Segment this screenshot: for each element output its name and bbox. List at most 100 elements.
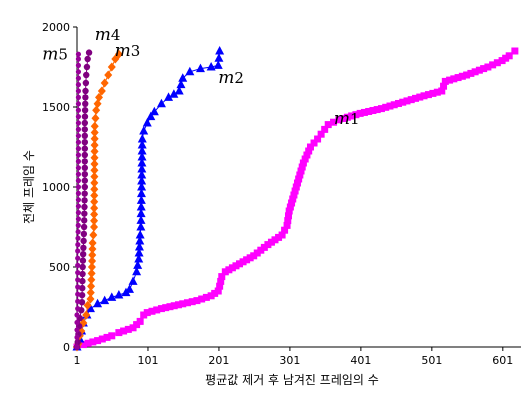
data-point-m4 [74,339,81,346]
data-point-m1 [299,159,307,167]
series-m3 [73,49,123,352]
data-point-m4 [82,94,89,101]
data-point-m3 [90,153,99,163]
data-point-m3 [89,230,98,240]
data-point-m3 [83,300,92,310]
y-tick-label: 0 [63,341,70,354]
data-point-m1 [489,61,497,69]
data-point-m4 [84,55,91,63]
data-point-m4 [82,100,89,108]
data-point-m1 [243,256,251,264]
data-point-m4 [82,87,89,95]
data-point-m5 [75,51,82,57]
data-point-m4 [78,299,86,306]
data-point-m1 [225,266,233,274]
data-point-m1 [403,97,411,105]
data-point-m1 [89,338,97,346]
data-point-m5 [75,255,81,261]
data-point-m1 [188,298,196,306]
data-point-m1 [420,92,428,100]
series-label-sub: 3 [131,42,141,60]
data-point-m1 [505,52,513,60]
data-point-m3 [90,209,99,219]
data-point-m5 [75,306,81,312]
data-point-m1 [352,111,360,119]
data-point-m3 [90,197,99,207]
data-point-m4 [81,171,89,178]
data-point-m5 [75,62,82,68]
data-point-m4 [81,183,89,191]
data-point-m1 [285,207,293,215]
data-point-m5 [75,190,82,196]
data-point-m5 [75,242,81,248]
data-point-m1 [214,287,222,295]
data-point-m1 [467,69,475,77]
data-point-m1 [284,212,292,220]
data-point-m5 [75,216,82,222]
data-point-m2 [137,170,147,179]
data-point-m5 [75,171,82,177]
data-point-m3 [92,105,101,115]
data-point-m1 [216,282,224,290]
data-point-m1 [98,335,106,343]
data-point-m3 [107,62,116,72]
data-point-m1 [94,337,102,345]
data-point-m4 [81,197,88,204]
data-point-m3 [82,310,91,320]
data-point-m1 [179,300,187,308]
data-point-m1 [174,301,182,309]
data-point-m1 [306,143,314,151]
y-tick-label: 500 [49,261,70,274]
data-point-m3 [93,99,102,109]
data-point-m2 [137,146,147,155]
data-point-m5 [75,94,82,100]
data-point-m3 [90,191,99,200]
data-point-m5 [75,210,82,216]
data-point-m2 [176,79,186,89]
data-point-m1 [140,311,148,319]
data-point-m1 [463,71,471,79]
data-point-m1 [275,233,283,241]
data-point-m5 [75,114,82,120]
data-point-m2 [136,188,146,198]
data-point-m1 [343,113,351,121]
data-point-m4 [81,126,89,133]
data-point-m1 [221,268,229,276]
data-point-m1 [348,112,356,120]
data-point-m1 [84,339,92,347]
data-point-m2 [133,260,143,269]
data-point-m2 [185,66,195,76]
data-point-m2 [215,46,225,55]
data-point-m5 [74,334,80,340]
series-label-m2: m2 [218,68,244,88]
data-point-m1 [394,99,402,107]
data-point-m1 [373,106,381,114]
data-point-m5 [75,69,82,75]
data-point-m2 [149,106,159,116]
series-label-main: m [334,109,350,129]
series-label-m5: m5 [42,44,68,64]
data-point-m1 [386,102,394,110]
data-point-m2 [114,290,124,299]
data-point-m2 [142,118,152,127]
data-point-m1 [441,77,449,85]
data-point-m2 [107,292,117,301]
data-point-m4 [81,203,88,211]
series-m1 [73,47,519,351]
data-point-m2 [125,284,135,293]
data-point-m1 [305,147,313,155]
data-point-m2 [136,202,146,211]
data-point-m4 [81,132,89,139]
data-point-m1 [429,89,437,97]
data-point-m1 [129,324,137,332]
data-point-m3 [100,78,109,88]
x-tick-label: 301 [279,354,300,367]
data-point-m5 [75,88,82,94]
data-point-m2 [213,60,223,69]
data-point-m1 [290,191,298,199]
data-point-m1 [298,163,306,171]
data-point-m1 [475,66,483,74]
data-point-m4 [79,257,87,264]
data-point-m3 [90,184,99,194]
data-point-m2 [156,98,166,108]
